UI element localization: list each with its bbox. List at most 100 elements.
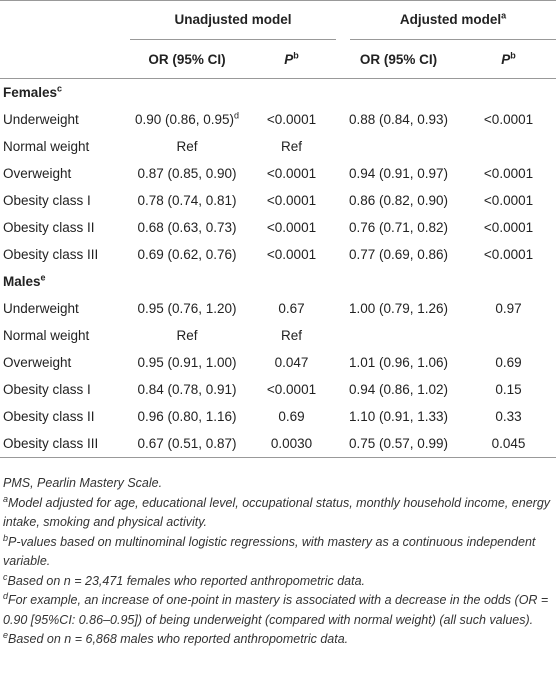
row-label: Overweight — [3, 355, 72, 370]
data-row: Obesity class II 0.96 (0.80, 1.16) 0.69 1.1… — [0, 403, 556, 430]
cell: 0.77 (0.69, 0.86) — [348, 247, 449, 262]
group-header: Unadjusted model — [127, 1, 337, 40]
row-label: Obesity class III — [3, 436, 99, 451]
footnote-marker: a — [3, 493, 9, 504]
column-header: OR (95% CI) — [127, 40, 247, 79]
cell: <0.0001 — [266, 166, 317, 181]
footnote: aModel adjusted for age, educational lev… — [3, 494, 553, 533]
cell: 0.33 — [495, 409, 522, 424]
footnote-text: Model adjusted for age, educational leve… — [3, 495, 551, 530]
column-title: P — [284, 51, 294, 67]
cell: <0.0001 — [266, 193, 317, 208]
row-label: Normal weight — [3, 328, 90, 343]
footnote-marker: e — [3, 629, 9, 640]
column-title: P — [501, 51, 511, 67]
footnote-text: P-values based on multinominal logistic … — [3, 534, 536, 569]
footnote: bP-values based on multinominal logistic… — [3, 533, 553, 572]
row-label: Underweight — [3, 301, 79, 316]
footnote: dFor example, an increase of one-point i… — [3, 591, 553, 630]
cell: 0.69 — [495, 355, 522, 370]
empty-cell — [0, 40, 127, 79]
cell: 0.96 (0.80, 1.16) — [137, 409, 237, 424]
row-label: Obesity class II — [3, 220, 95, 235]
empty-cell — [0, 1, 127, 41]
group-header: Adjusted modela — [336, 1, 556, 40]
row-label: Obesity class II — [3, 409, 95, 424]
section-row: Femalesc — [0, 79, 556, 107]
group-title: Adjusted model — [399, 12, 502, 27]
cell: Ref — [176, 139, 198, 154]
footnote: cBased on n = 23,471 females who reporte… — [3, 572, 553, 592]
group-title: Unadjusted model — [174, 12, 292, 27]
cell: 0.15 — [495, 382, 522, 397]
cell: <0.0001 — [266, 247, 317, 262]
superscript: b — [510, 50, 516, 60]
data-row: Obesity class II 0.68 (0.63, 0.73) <0.0001… — [0, 214, 556, 241]
cell: 0.047 — [274, 355, 309, 370]
results-table: Unadjusted model Adjusted modela OR (95% C… — [0, 0, 556, 458]
data-row: Underweight 0.95 (0.76, 1.20) 0.67 1.00 (0.… — [0, 295, 556, 322]
row-label: Normal weight — [3, 139, 90, 154]
row-label: Underweight — [3, 112, 79, 127]
row-label: Obesity class I — [3, 193, 91, 208]
cell: 0.94 (0.91, 0.97) — [348, 166, 449, 181]
superscript: d — [234, 110, 240, 121]
column-title: OR (95% CI) — [359, 51, 438, 67]
footnote: eBased on n = 6,868 males who reported a… — [3, 630, 553, 650]
superscript: a — [501, 10, 507, 21]
cell: 0.67 (0.51, 0.87) — [137, 436, 237, 451]
data-row: Obesity class III 0.67 (0.51, 0.87) 0.0030… — [0, 430, 556, 458]
data-row: Normal weight Ref Ref — [0, 322, 556, 349]
group-header-label: Unadjusted model — [130, 1, 337, 40]
footnote-marker: b — [3, 532, 9, 543]
column-title: OR (95% CI) — [148, 51, 226, 67]
footnotes: PMS, Pearlin Mastery Scale. aModel adjust… — [0, 458, 556, 650]
section-row: Malese — [0, 268, 556, 295]
data-row: Normal weight Ref Ref — [0, 133, 556, 160]
column-header: Pb — [461, 40, 556, 79]
data-row: Underweight 0.90 (0.86, 0.95)d <0.0001 0.88… — [0, 106, 556, 133]
data-row: Obesity class I 0.84 (0.78, 0.91) <0.0001 0… — [0, 376, 556, 403]
cell: 1.10 (0.91, 1.33) — [348, 409, 449, 424]
cell: 0.78 (0.74, 0.81) — [137, 193, 237, 208]
cell: <0.0001 — [483, 193, 534, 208]
cell: <0.0001 — [483, 166, 534, 181]
cell: Ref — [281, 328, 303, 343]
superscript: c — [57, 83, 63, 94]
row-label: Obesity class I — [3, 382, 91, 397]
cell: <0.0001 — [483, 112, 534, 127]
section-title: Males — [3, 274, 41, 289]
cell-value: 0.90 (0.86, 0.95) — [134, 112, 235, 127]
footnote-marker: d — [3, 590, 9, 601]
footnote-marker: c — [3, 571, 8, 582]
footnote-text: Based on n = 6,868 males who reported an… — [8, 632, 349, 646]
empty-cell — [336, 133, 461, 160]
cell: 0.75 (0.57, 0.99) — [348, 436, 449, 451]
cell: 0.69 (0.62, 0.76) — [137, 247, 237, 262]
cell: 0.90 (0.86, 0.95)d — [127, 106, 247, 133]
data-row: Overweight 0.95 (0.91, 1.00) 0.047 1.01 (0.… — [0, 349, 556, 376]
cell: 0.87 (0.85, 0.90) — [137, 166, 237, 181]
cell: <0.0001 — [483, 247, 534, 262]
superscript: b — [293, 50, 299, 60]
section-label: Femalesc — [0, 79, 556, 107]
footnote-text: For example, an increase of one-point in… — [3, 593, 549, 627]
column-header: Pb — [247, 40, 337, 79]
cell: 0.95 (0.91, 1.00) — [137, 355, 237, 370]
cell: 0.0030 — [270, 436, 313, 451]
data-row: Obesity class I 0.78 (0.74, 0.81) <0.0001 0… — [0, 187, 556, 214]
footnote-text: PMS, Pearlin Mastery Scale. — [3, 476, 163, 490]
empty-cell — [336, 322, 461, 349]
column-header-row: OR (95% CI) Pb OR (95% CI) Pb — [0, 40, 556, 79]
cell: 0.86 (0.82, 0.90) — [348, 193, 449, 208]
data-row: Overweight 0.87 (0.85, 0.90) <0.0001 0.94 (… — [0, 160, 556, 187]
cell: Ref — [176, 328, 198, 343]
cell: 0.84 (0.78, 0.91) — [137, 382, 237, 397]
row-label: Overweight — [3, 166, 72, 181]
group-header-row: Unadjusted model Adjusted modela — [0, 1, 556, 41]
cell: 0.67 — [278, 301, 305, 316]
cell: 1.00 (0.79, 1.26) — [348, 301, 449, 316]
row-label: Obesity class III — [3, 247, 99, 262]
cell: <0.0001 — [483, 220, 534, 235]
